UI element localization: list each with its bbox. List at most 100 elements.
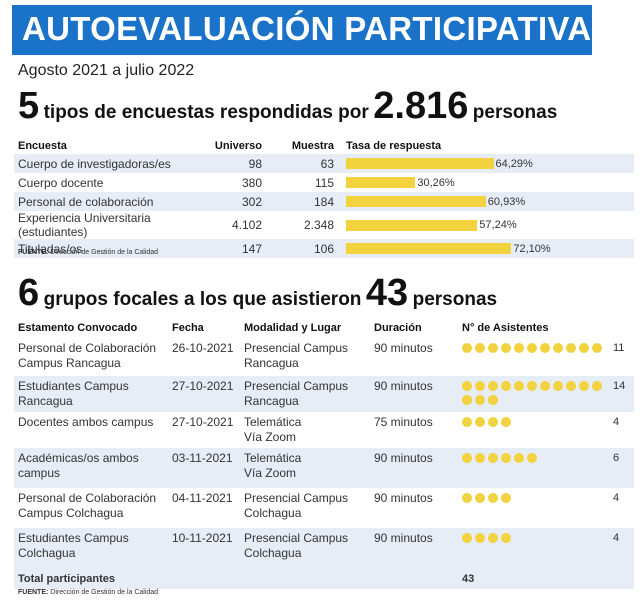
attendee-dot (579, 343, 589, 353)
attendee-count: 4 (613, 416, 620, 428)
rate-label: 60,93% (487, 195, 526, 208)
group-estamento: Personal de Colaboración Campus Rancagua (14, 338, 168, 376)
source-note-surveys: FUENTE: Dirección de Gestión de la Calid… (18, 249, 158, 256)
rate-bar (346, 158, 494, 169)
attendee-dot (488, 533, 498, 543)
groups-heading-text: grupos focales a los que asistieron (43, 289, 362, 310)
rate-label: 57,24% (479, 219, 517, 231)
group-row: Docentes ambos campus 27-10-2021 Telemátic… (14, 412, 634, 448)
group-fecha: 26-10-2021 (168, 338, 240, 376)
source-label: FUENTE: (18, 249, 49, 256)
group-estamento: Estudiantes Campus Rancagua (14, 376, 168, 412)
col-tasa: Tasa de respuesta (346, 140, 442, 152)
rate-bar (346, 219, 478, 231)
survey-universo: 302 (214, 192, 274, 211)
surveys-heading: 5 tipos de encuestas respondidas por 2.8… (18, 85, 557, 128)
modalidad-line-1: Telemática (244, 415, 302, 429)
modalidad-line-1: Presencial Campus (244, 341, 349, 355)
survey-row: Tituladas/os 147 106 72,10% (14, 239, 634, 258)
group-modalidad: Telemática Vía Zoom (240, 448, 370, 488)
attendee-dot (462, 453, 472, 463)
attendee-dot (553, 381, 563, 391)
survey-rate: 72,10% (346, 239, 634, 258)
modalidad-line-1: Presencial Campus (244, 531, 349, 545)
surveys-people-count: 2.816 (373, 85, 469, 127)
group-row: Estudiantes Campus Colchagua 10-11-2021 Pre… (14, 528, 634, 570)
attendee-dot (540, 381, 550, 391)
estamento-line-2: Colchagua (18, 546, 76, 560)
estamento-line-1: Personal de Colaboración (18, 491, 157, 505)
group-modalidad: Presencial Campus Colchagua (240, 528, 370, 570)
group-modalidad: Presencial Campus Rancagua (240, 376, 370, 412)
surveys-heading-text: tipos de encuestas respondidas por (43, 102, 369, 123)
rate-bar (346, 196, 486, 207)
attendee-dot (501, 453, 511, 463)
attendee-dot (592, 381, 602, 391)
attendee-dot (501, 381, 511, 391)
group-fecha: 27-10-2021 (168, 376, 240, 412)
estamento-line-1: Académicas/os ambos (18, 451, 139, 465)
source-label: FUENTE: (18, 589, 49, 596)
attendee-dots (462, 379, 607, 405)
group-duracion: 90 minutos (370, 448, 458, 488)
modalidad-line-2: Vía Zoom (244, 430, 297, 444)
source-note-groups: FUENTE: Dirección de Gestión de la Calid… (18, 589, 158, 596)
attendee-dot (553, 343, 563, 353)
group-fecha: 27-10-2021 (168, 412, 240, 448)
attendee-count: 6 (613, 452, 620, 464)
survey-muestra: 115 (314, 175, 334, 190)
col-muestra: Muestra (291, 140, 334, 152)
header-banner (12, 5, 592, 55)
total-label: Total participantes (14, 570, 458, 589)
modalidad-line-1: Presencial Campus (244, 491, 349, 505)
attendee-count: 14 (613, 380, 626, 392)
attendee-dot (501, 343, 511, 353)
group-asistentes: 4 (458, 528, 634, 570)
attendee-count: 4 (613, 532, 620, 544)
surveys-count: 5 (18, 85, 40, 127)
attendee-count: 11 (613, 342, 625, 354)
col-asistentes: N° de Asistentes (462, 322, 549, 334)
surveys-heading-suffix: personas (472, 102, 558, 123)
modalidad-line-1: Presencial Campus (244, 379, 349, 393)
group-modalidad: Presencial Campus Colchagua (240, 488, 370, 528)
attendee-dot (475, 343, 485, 353)
focus-groups-table: Estamento Convocado Fecha Modalidad y Lu… (14, 318, 634, 589)
attendee-dot (501, 493, 511, 503)
col-fecha: Fecha (172, 322, 204, 334)
group-fecha: 03-11-2021 (168, 448, 240, 488)
survey-rate: 57,24% (346, 211, 634, 239)
attendee-dot (462, 493, 472, 503)
col-duracion: Duración (374, 322, 422, 334)
col-estamento: Estamento Convocado (18, 322, 138, 334)
rate-label: 30,26% (417, 176, 455, 189)
survey-row: Experiencia Universitaria (estudiantes) 4… (14, 211, 634, 239)
period-subtitle: Agosto 2021 a julio 2022 (18, 62, 195, 79)
attendee-dot (475, 533, 485, 543)
attendee-dot (462, 343, 472, 353)
group-estamento: Docentes ambos campus (14, 412, 168, 448)
survey-muestra: 2.348 (303, 218, 334, 232)
estamento-line-2: campus (18, 466, 61, 480)
survey-muestra: 106 (274, 239, 346, 258)
modalidad-line-2: Colchagua (244, 546, 302, 560)
attendee-dot (514, 381, 524, 391)
survey-row: Personal de colaboración 302 184 60,93% (14, 192, 634, 211)
estamento-line-1: Docentes ambos campus (18, 415, 154, 429)
modalidad-line-2: Colchagua (244, 506, 302, 520)
groups-heading-suffix: personas (412, 289, 498, 310)
group-fecha: 10-11-2021 (168, 528, 240, 570)
attendee-dot (475, 381, 485, 391)
group-asistentes: 14 (458, 376, 634, 412)
rate-bar (346, 243, 512, 254)
group-modalidad: Presencial Campus Rancagua (240, 338, 370, 376)
attendee-dot (592, 343, 602, 353)
survey-universo: 98 (214, 154, 274, 173)
attendee-dot (514, 343, 524, 353)
group-estamento: Académicas/os ambos campus (14, 448, 168, 488)
survey-universo: 380 (241, 175, 262, 190)
survey-name: Cuerpo de investigadoras/es (14, 154, 214, 173)
attendee-dot (462, 533, 472, 543)
attendee-dot (462, 417, 472, 427)
group-modalidad: Telemática Vía Zoom (240, 412, 370, 448)
